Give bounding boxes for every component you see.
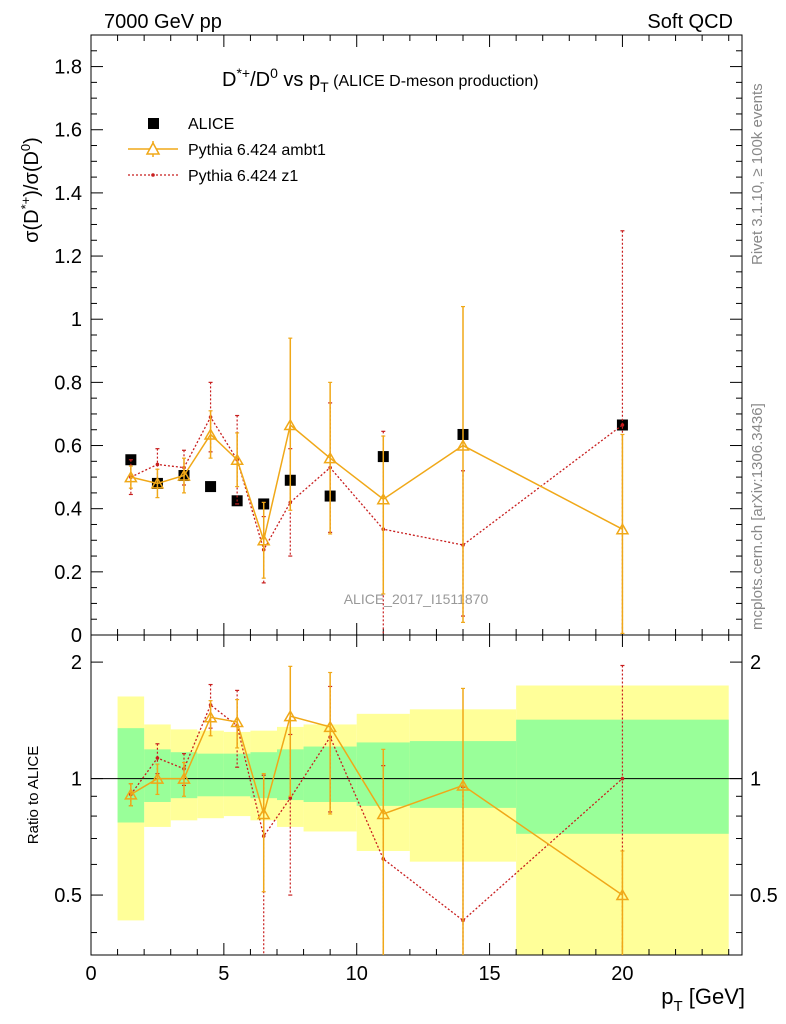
ratio-ambt1-point (283, 709, 298, 722)
x-tick-label: 0 (85, 963, 96, 985)
ratio-ylabel: Ratio to ALICE (25, 746, 42, 844)
ratio-y-tick-label-right: 0.5 (750, 885, 778, 907)
ratio-ambt1-point (230, 715, 244, 728)
main-y-tick-label: 1.4 (54, 183, 82, 205)
z1-point (620, 423, 625, 427)
rivet-label: Rivet 3.1.10, ≥ 100k events (749, 83, 766, 265)
legend-label-alice: ALICE (188, 116, 234, 133)
x-tick-label: 20 (611, 963, 633, 985)
ratio-ambt1-point (323, 720, 337, 733)
ratio-ambt1-point (150, 772, 165, 784)
ratio-z1-point (155, 756, 160, 760)
alice-point (205, 481, 217, 493)
z1-line (130, 415, 623, 552)
main-y-tick-label: 0.2 (54, 562, 82, 584)
ambt1-point (615, 522, 630, 535)
ambt1-point (230, 453, 244, 465)
legend-label-ambt1: Pythia 6.424 ambt1 (188, 142, 326, 159)
ratio-y-tick-label: 2 (71, 652, 82, 674)
ratio-y-tick-label-right: 2 (750, 652, 761, 674)
main-ylabel: σ(D*+)/σ(D0) (18, 137, 43, 243)
ambt1-point (203, 427, 218, 440)
main-y-tick-label: 0.8 (54, 372, 82, 394)
legend-marker-z1 (151, 173, 155, 177)
legend-marker-ambt1 (145, 141, 161, 155)
main-y-tick-label: 1 (71, 309, 82, 331)
x-tick-label: 10 (346, 963, 368, 985)
analysis-label: ALICE_2017_I1511870 (344, 591, 489, 607)
z1-point (155, 462, 160, 467)
ratio-panel: 0 5 10 15 20 0.5 0.5 1 1 2 2 (54, 634, 778, 985)
ratio-ambt1-point (615, 888, 630, 901)
ratio-ambt1-point (124, 787, 138, 800)
ratio-ambt1-point (376, 807, 391, 820)
main-panel: 0 0.2 0.4 0.6 0.8 1 1.2 1.4 1.6 1.8 (54, 34, 743, 647)
ambt1-point (456, 439, 470, 451)
ratio-band-inner-3 (197, 753, 224, 797)
ambt1-point (256, 533, 271, 546)
ratio-z1-point (288, 796, 293, 800)
main-title-sub: (ALICE D-meson production) (329, 73, 539, 90)
ambt1-point (323, 451, 337, 464)
x-axis-label: pT [GeV] (661, 984, 745, 1015)
main-y-tick-label: 1.2 (54, 246, 82, 268)
ambt1-line (130, 423, 623, 544)
ambt1-point (376, 492, 391, 505)
header-left: 7000 GeV pp (104, 11, 222, 33)
legend: ALICE Pythia 6.424 ambt1 Pythia 6.424 z1 (128, 116, 326, 185)
ambt1-point (124, 470, 138, 483)
ratio-y-tick-label: 1 (71, 769, 82, 791)
x-tick-label: 5 (218, 963, 229, 985)
main-y-tick-label: 1.6 (54, 120, 82, 142)
ratio-band-inner-10 (516, 719, 729, 834)
ratio-ambt1-point (177, 772, 191, 784)
ratio-frame (90, 634, 743, 956)
main-y-tick-label: 0.4 (54, 499, 82, 521)
ratio-y-tick-label: 0.5 (54, 885, 82, 907)
main-y-tick-label: 0.6 (54, 436, 82, 458)
ambt1-point (150, 476, 165, 489)
ratio-band-inner-0 (117, 728, 145, 823)
main-title: D*+/D0 vs pT (ALICE D-meson production) (222, 65, 539, 95)
ratio-z1-line (130, 703, 623, 922)
ambt1-point (177, 469, 191, 481)
ratio-z1-point (620, 776, 625, 781)
ambt1-point (283, 418, 298, 431)
ratio-ambt1-point (456, 778, 470, 791)
header-right: Soft QCD (647, 11, 733, 33)
main-y-tick-label: 1.8 (54, 57, 82, 79)
ratio-y-tick-label-right: 1 (750, 769, 761, 791)
legend-label-z1: Pythia 6.424 z1 (188, 168, 298, 185)
ratio-ambt1-point (203, 710, 218, 723)
x-tick-label: 15 (478, 963, 500, 985)
legend-marker-alice (148, 118, 159, 129)
mcplots-label: mcplots.cern.ch [arXiv:1306.3436] (749, 403, 766, 630)
ratio-ambt1-point (256, 807, 271, 820)
main-y-tick-label: 0 (71, 625, 82, 647)
